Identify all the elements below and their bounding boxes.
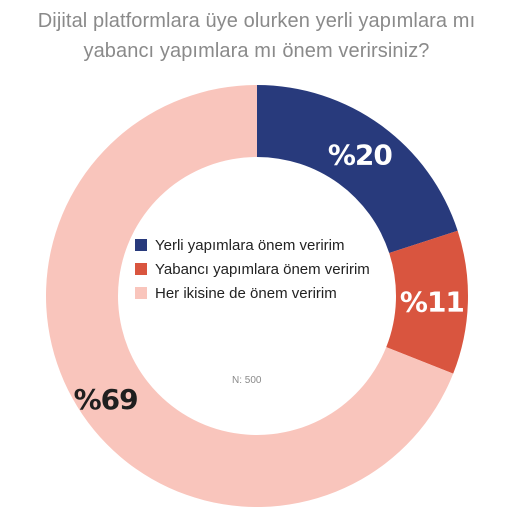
slice-label-1: %20 [328,138,393,171]
donut-slice-1 [257,85,458,254]
chart-title-line-2: yabancı yapımlara mı önem verirsiniz? [83,40,430,62]
slice-label-3: %69 [74,383,138,416]
chart-title: Dijital platformlara üye olurken yerli y… [0,6,513,66]
legend-swatch-2 [135,263,147,275]
legend-label-2: Yabancı yapımlara önem veririm [155,261,370,278]
donut-slices [45,85,468,508]
slice-label-2: %11 [400,285,464,318]
legend-swatch-1 [135,239,147,251]
chart-title-line-1: Dijital platformlara üye olurken yerli y… [37,10,476,32]
donut-slice-2 [386,230,468,374]
legend-swatch-3 [135,287,147,299]
sample-size-note: N: 500 [232,375,262,386]
legend-label-3: Her ikisine de önem veririm [155,285,337,302]
donut-slice-3 [45,85,454,508]
donut-slice-labels: %20 %11 %69 [74,138,465,416]
chart-legend: Yerli yapımlara önem veririm Yabancı yapı… [135,237,370,302]
legend-label-1: Yerli yapımlara önem veririm [155,237,345,254]
